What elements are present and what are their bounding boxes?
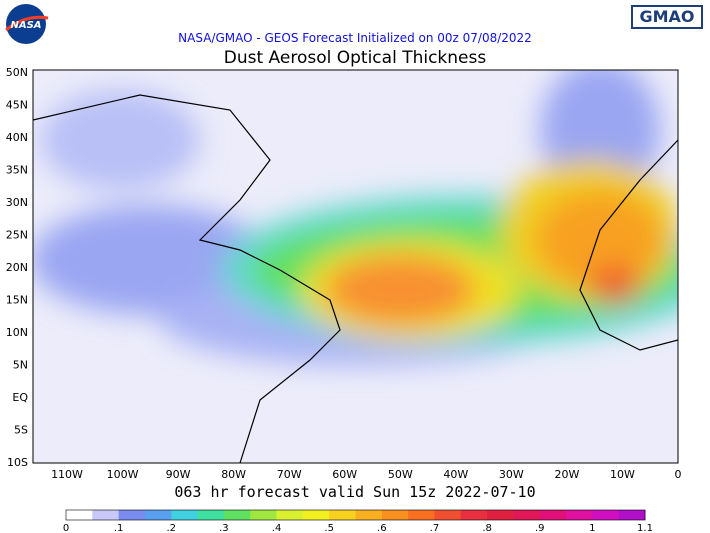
- lon-label: 80W: [221, 468, 246, 481]
- lon-label: 50W: [388, 468, 413, 481]
- colorbar-swatch: [302, 510, 330, 520]
- colorbar-label: .4: [272, 523, 282, 533]
- lat-label: 30N: [6, 196, 28, 209]
- lon-label: 0: [675, 468, 682, 481]
- colorbar-swatch: [144, 510, 172, 520]
- lat-label: 20N: [6, 261, 28, 274]
- lon-label: 10W: [610, 468, 635, 481]
- nasa-logo: NASA: [5, 4, 49, 44]
- lat-label: 50N: [6, 66, 28, 79]
- colorbar-swatch: [592, 510, 620, 520]
- colorbar-label: .5: [324, 523, 334, 533]
- colorbar-swatch: [223, 510, 251, 520]
- map-frame: [32, 69, 679, 464]
- lon-label: 30W: [499, 468, 524, 481]
- subtitle: NASA/GMAO - GEOS Forecast Initialized on…: [178, 31, 532, 45]
- colorbar-swatch: [197, 510, 225, 520]
- lon-label: 60W: [332, 468, 357, 481]
- colorbar-swatch: [566, 510, 593, 520]
- colorbar-swatch: [381, 510, 409, 520]
- colorbar-label: .1: [114, 523, 124, 533]
- lat-label: 10S: [7, 456, 28, 469]
- lon-label: 40W: [443, 468, 468, 481]
- colorbar-label: .9: [535, 523, 545, 533]
- lon-label: 90W: [166, 468, 191, 481]
- colorbar-label: 1.1: [637, 523, 653, 533]
- colorbar-label: 1: [589, 523, 595, 533]
- lat-label: 15N: [6, 294, 28, 307]
- colorbar-swatch: [513, 510, 541, 520]
- gmao-logo: GMAO: [631, 5, 703, 29]
- gmao-logo-text: GMAO: [639, 7, 694, 26]
- valid-time: 063 hr forecast valid Sun 15z 2022-07-10: [174, 483, 535, 501]
- lon-label: 110W: [51, 468, 83, 481]
- title: Dust Aerosol Optical Thickness: [224, 48, 487, 68]
- lat-label: 5S: [14, 424, 28, 437]
- lon-label: 100W: [107, 468, 139, 481]
- colorbar-swatch: [66, 510, 93, 520]
- colorbar-swatch: [118, 510, 146, 520]
- map-field: [33, 70, 678, 463]
- lon-labels: 110W 100W 90W 80W 70W 60W 50W 40W 30W 20W 10W 0: [51, 468, 681, 481]
- colorbar-swatch: [408, 510, 435, 520]
- colorbar-swatch: [487, 510, 514, 520]
- lon-label: 70W: [277, 468, 302, 481]
- colorbar-swatch: [618, 510, 646, 520]
- lon-label: 20W: [554, 468, 579, 481]
- colorbar-swatch: [355, 510, 383, 520]
- colorbar-label: .2: [166, 523, 176, 533]
- colorbar-swatch: [171, 510, 199, 520]
- nasa-logo-text: NASA: [10, 20, 41, 31]
- colorbar-label: 0: [63, 523, 69, 533]
- lat-label: 10N: [6, 326, 28, 339]
- colorbar-swatch: [460, 510, 488, 520]
- colorbar-swatch: [539, 510, 567, 520]
- colorbar-swatch: [434, 510, 462, 520]
- colorbar-swatch: [329, 510, 356, 520]
- lat-label: 35N: [6, 164, 28, 177]
- lat-label: 5N: [13, 359, 28, 372]
- colorbar: 0 .1 .2 .3 .4 .5 .6 .7 .8 .9 1 1.1: [63, 509, 653, 533]
- lat-label: 40N: [6, 131, 28, 144]
- lat-label: EQ: [12, 391, 28, 404]
- lat-labels: 50N 45N 40N 35N 30N 25N 20N 15N 10N 5N EQ 5S 10S: [6, 66, 29, 469]
- colorbar-label: .3: [219, 523, 229, 533]
- lat-label: 25N: [6, 229, 28, 242]
- colorbar-label: .6: [377, 523, 387, 533]
- colorbar-frame: [65, 509, 646, 521]
- colorbar-swatch: [276, 510, 304, 520]
- colorbar-label: .8: [482, 523, 492, 533]
- colorbar-label: .7: [430, 523, 440, 533]
- colorbar-swatch: [250, 510, 278, 520]
- lat-label: 45N: [6, 99, 28, 112]
- colorbar-swatch: [92, 510, 120, 520]
